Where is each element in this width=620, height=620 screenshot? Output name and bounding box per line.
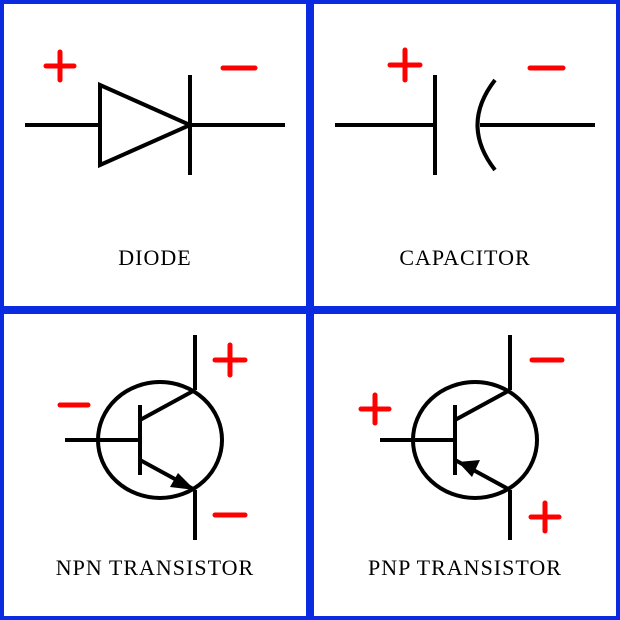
npn-icon xyxy=(30,325,280,545)
cell-pnp: PNP TRANSISTOR xyxy=(310,310,620,620)
capacitor-icon xyxy=(335,40,595,210)
cell-npn: NPN TRANSISTOR xyxy=(0,310,310,620)
diode-label: DIODE xyxy=(118,245,191,271)
npn-label: NPN TRANSISTOR xyxy=(56,555,254,581)
capacitor-symbol-area xyxy=(314,4,616,245)
symbol-grid: DIODE CAPACITOR xyxy=(0,0,620,620)
pnp-label: PNP TRANSISTOR xyxy=(368,555,562,581)
cell-diode: DIODE xyxy=(0,0,310,310)
pnp-symbol-area xyxy=(314,314,616,555)
diode-symbol-area xyxy=(4,4,306,245)
pnp-icon xyxy=(340,325,590,545)
npn-symbol-area xyxy=(4,314,306,555)
cell-capacitor: CAPACITOR xyxy=(310,0,620,310)
capacitor-label: CAPACITOR xyxy=(399,245,530,271)
diode-icon xyxy=(25,40,285,210)
